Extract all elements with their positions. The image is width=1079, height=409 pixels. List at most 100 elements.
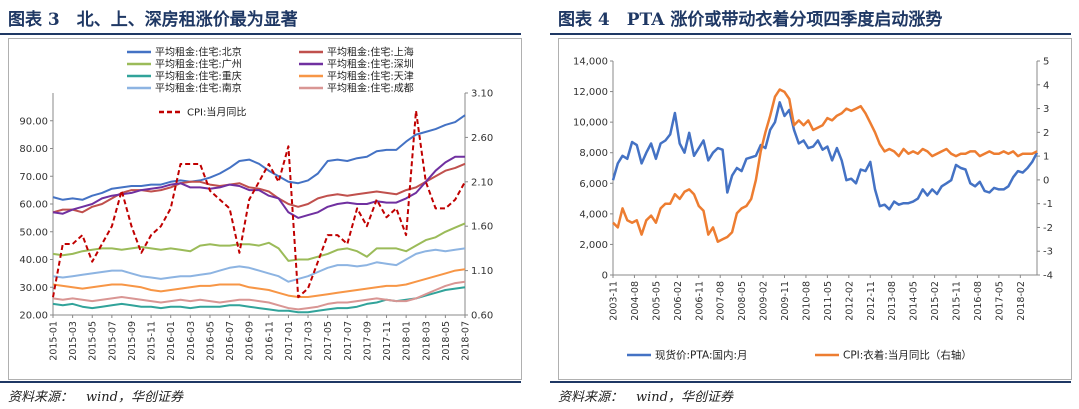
x-tick-label: 2018-02 (1016, 281, 1027, 321)
x-tick-label: 2016-01 (166, 321, 177, 361)
rent-chart-frame: 20.00 30.00 40.00 50.00 60.00 70.00 80.00 90.00… (8, 38, 522, 380)
x-tick-label: 2006-11 (694, 281, 705, 321)
legend-label: 平均租金:住宅:广州 (155, 58, 242, 71)
source-rule (0, 381, 521, 383)
y2-tick-label: 3.10 (471, 89, 493, 100)
y-tick-label: 10,000 (573, 118, 608, 129)
y2-tick-label: 5 (1043, 57, 1049, 68)
x-tick-label: 2014-05 (909, 281, 920, 321)
figure-title: 图表 3 北、上、深房租涨价最为显著 (8, 5, 298, 30)
y2-tick-label: -4 (1043, 271, 1053, 282)
x-tick-label: 2015-11 (147, 321, 158, 361)
y2-tick-label: 2 (1043, 128, 1049, 139)
x-tick-label: 2012-02 (844, 281, 855, 321)
rent-chart: 20.00 30.00 40.00 50.00 60.00 70.00 80.00 90.00… (9, 39, 521, 379)
x-tick-label: 2017-03 (304, 321, 315, 361)
y2-tick-label: 2.60 (471, 133, 493, 144)
y-tick-label: 40.00 (19, 255, 48, 266)
y-tick-label: 60.00 (19, 200, 48, 211)
x-tick-label: 2017-01 (284, 321, 295, 361)
figure-3: 图表 3 北、上、深房租涨价最为显著 20.00 30.00 40.00 50.00 6… (0, 0, 529, 409)
x-tick-label: 2017-05 (323, 321, 334, 361)
legend-label: 平均租金:住宅:天津 (327, 70, 414, 83)
pta-chart-frame: 0 2,000 4,000 6,000 8,000 10,000 12,000 14,000 -… (558, 38, 1072, 380)
x-tick-label: 2016-05 (205, 321, 216, 361)
x-tick-label: 2009-02 (759, 281, 770, 321)
y2-tick-label: 3 (1043, 104, 1049, 115)
series-line-8 (53, 111, 465, 297)
legend-label: 平均租金:住宅:重庆 (155, 70, 242, 83)
legend-label: CPI:衣着:当月同比（右轴） (843, 349, 972, 362)
y-tick-label: 8,000 (579, 148, 608, 159)
x-tick-label: 2006-02 (673, 281, 684, 321)
title-rule (550, 33, 1071, 35)
legend-label: 平均租金:住宅:南京 (155, 82, 242, 95)
x-tick-label: 2015-11 (952, 281, 963, 321)
source-rule (550, 381, 1071, 383)
y2-tick-label: 1.10 (471, 266, 493, 277)
x-tick-label: 2016-09 (245, 321, 256, 361)
x-tick-label: 2007-08 (716, 281, 727, 321)
legend-label: CPI:当月同比 (187, 106, 246, 119)
x-tick-label: 2008-05 (737, 281, 748, 321)
y-tick-label: 14,000 (573, 57, 608, 68)
x-tick-label: 2017-11 (382, 321, 393, 361)
legend-label: 平均租金:住宅:成都 (327, 82, 414, 95)
pta-chart: 0 2,000 4,000 6,000 8,000 10,000 12,000 14,000 -… (559, 39, 1071, 379)
title-rule (0, 33, 521, 35)
x-tick-label: 2015-09 (127, 321, 138, 361)
y2-tick-label: 2.10 (471, 177, 493, 188)
x-tick-label: 2018-03 (421, 321, 432, 361)
series-line-6 (53, 248, 465, 281)
x-tick-label: 2015-07 (107, 321, 118, 361)
x-tick-label: 2003-11 (609, 281, 620, 321)
source-note: 资料来源： wind，华创证券 (8, 386, 183, 405)
x-tick-label: 2018-07 (461, 321, 472, 361)
series-line-0 (53, 115, 465, 200)
x-tick-label: 2017-05 (994, 281, 1005, 321)
y2-tick-label: -2 (1043, 223, 1053, 234)
legend-label: 平均租金:住宅:上海 (327, 46, 414, 59)
x-tick-label: 2010-08 (801, 281, 812, 321)
y-tick-label: 6,000 (579, 179, 608, 190)
x-tick-label: 2011-05 (823, 281, 834, 321)
y2-tick-label: 1.60 (471, 222, 493, 233)
y-tick-label: 12,000 (573, 87, 608, 98)
legend-label: 平均租金:住宅:深圳 (327, 58, 414, 71)
y-tick-label: 70.00 (19, 172, 48, 183)
y2-tick-label: -3 (1043, 247, 1053, 258)
y-tick-label: 20.00 (19, 311, 48, 322)
series-line-0 (613, 102, 1037, 209)
y-tick-label: 50.00 (19, 227, 48, 238)
y-tick-label: 4,000 (579, 209, 608, 220)
y-tick-label: 80.00 (19, 144, 48, 155)
figure-4: 图表 4 PTA 涨价或带动衣着分项四季度启动涨势 0 2,000 4,000 6,0… (550, 0, 1079, 409)
x-tick-label: 2013-08 (887, 281, 898, 321)
x-tick-label: 2004-08 (630, 281, 641, 321)
y2-tick-label: 0 (1043, 175, 1049, 186)
series-line-4 (53, 287, 465, 312)
series-line-5 (53, 269, 465, 297)
y2-tick-label: 0.60 (471, 311, 493, 322)
x-tick-label: 2017-07 (343, 321, 354, 361)
y2-tick-label: -1 (1043, 199, 1053, 210)
y-tick-label: 2,000 (579, 240, 608, 251)
x-tick-label: 2012-11 (866, 281, 877, 321)
x-tick-label: 2005-05 (651, 281, 662, 321)
y-tick-label: 90.00 (19, 116, 48, 127)
x-tick-label: 2016-11 (264, 321, 275, 361)
series-line-1 (613, 90, 1037, 242)
x-tick-label: 2015-02 (930, 281, 941, 321)
x-tick-label: 2017-09 (362, 321, 373, 361)
figure-title: 图表 4 PTA 涨价或带动衣着分项四季度启动涨势 (558, 5, 942, 30)
y-tick-label: 0 (602, 271, 608, 282)
legend-label: 平均租金:住宅:北京 (155, 46, 242, 59)
y-tick-label: 30.00 (19, 283, 48, 294)
x-tick-label: 2015-03 (68, 321, 79, 361)
x-tick-label: 2018-05 (441, 321, 452, 361)
x-tick-label: 2018-01 (402, 321, 413, 361)
legend-label: 现货价:PTA:国内:月 (655, 349, 748, 362)
source-note: 资料来源： wind，华创证券 (558, 386, 733, 405)
y2-tick-label: 4 (1043, 80, 1049, 91)
x-tick-label: 2016-08 (973, 281, 984, 321)
